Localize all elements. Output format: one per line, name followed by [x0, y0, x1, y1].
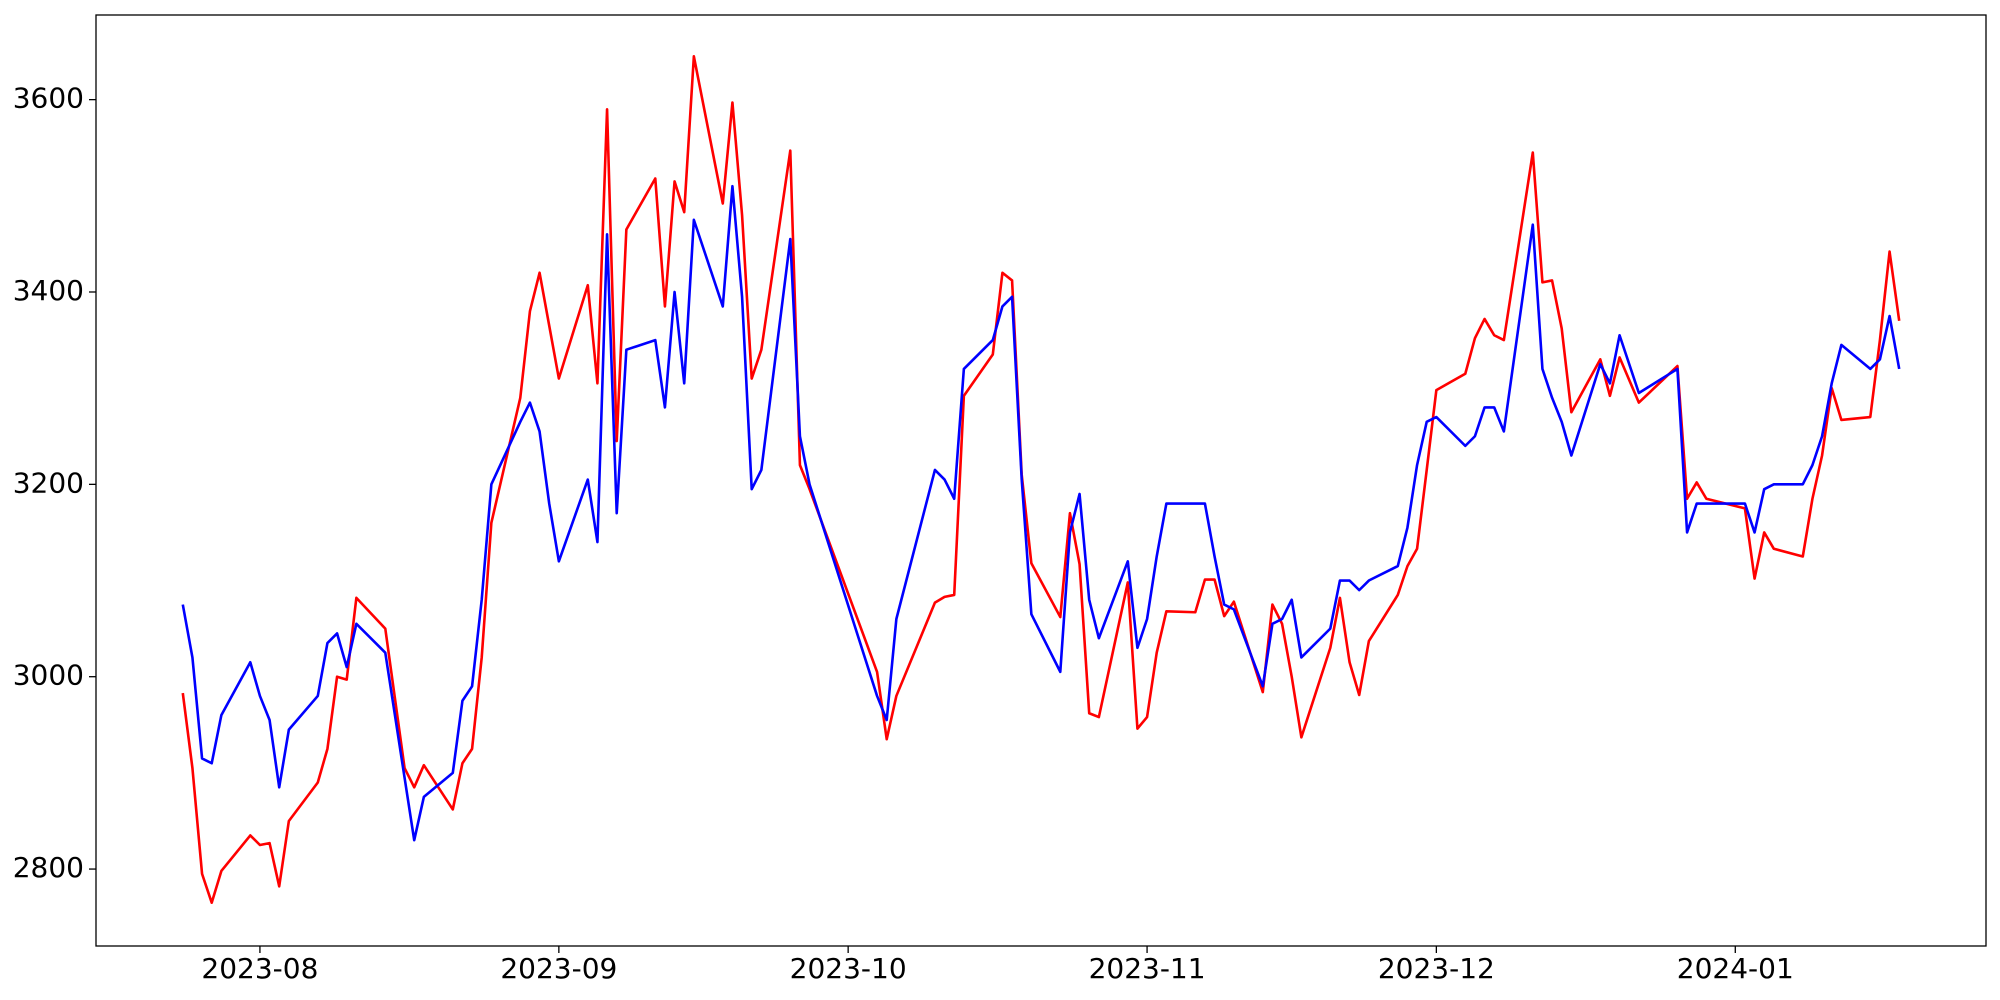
y-tick-label: 3600 [13, 82, 84, 115]
y-tick-label: 3400 [13, 274, 84, 307]
plot-frame [95, 14, 1987, 947]
x-tick-label: 2023-10 [790, 952, 907, 985]
x-tick-label: 2023-08 [201, 952, 318, 985]
y-tick-label: 3200 [13, 466, 84, 499]
y-tick-label: 2800 [13, 851, 84, 884]
series-line [181, 184, 1901, 842]
y-tick-label: 3000 [13, 659, 84, 692]
x-tick-label: 2023-09 [500, 952, 617, 985]
x-tick-label: 2023-12 [1378, 952, 1495, 985]
series-line [181, 55, 1901, 905]
x-tick-label: 2024-01 [1677, 952, 1794, 985]
x-tick-label: 2023-11 [1089, 952, 1206, 985]
